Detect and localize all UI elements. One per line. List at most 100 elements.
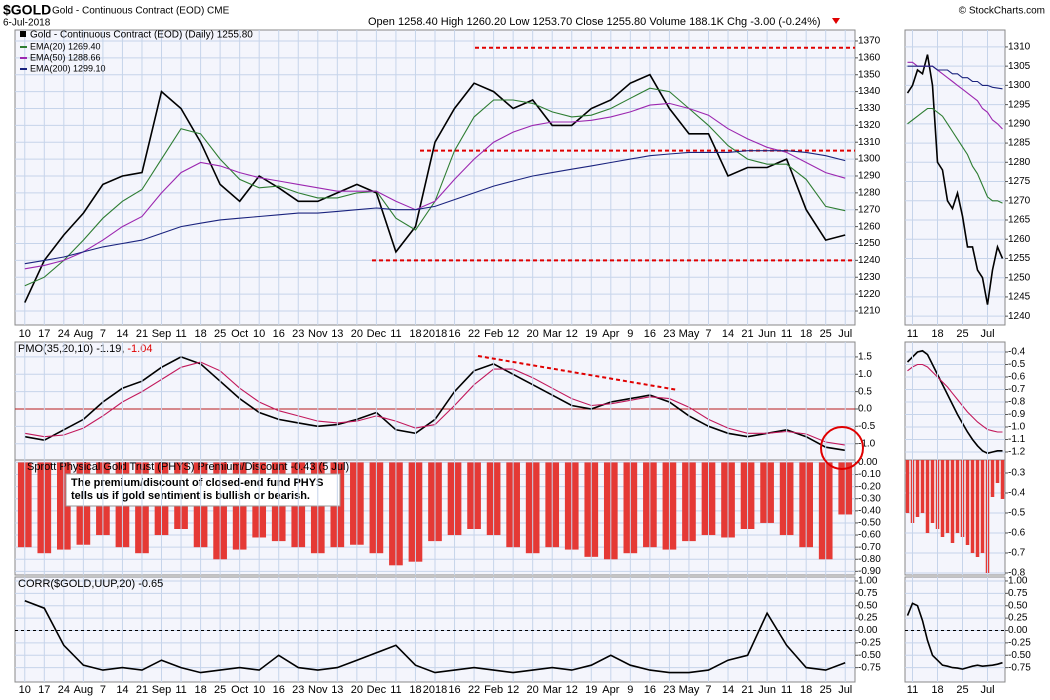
bar: [925, 460, 930, 533]
x-tick-label: 18: [194, 684, 206, 696]
y-tick-label: 0.00: [858, 457, 878, 468]
y-tick-label: -0.5: [858, 421, 876, 432]
x-tick-label: Sep: [152, 684, 172, 696]
y-tick-label: -0.80: [858, 554, 881, 565]
x-tick-label: 12: [507, 328, 519, 340]
y-tick-label: -0.30: [858, 493, 881, 504]
y-tick-label: 1250: [1008, 272, 1031, 283]
bar: [950, 460, 955, 543]
bar: [945, 460, 950, 533]
x-tick-label: Jun: [758, 328, 776, 340]
y-tick-label: -0.50: [858, 650, 881, 661]
x-tick-label: 12: [566, 684, 578, 696]
x-tick-label: 10: [253, 328, 265, 340]
x-tick-label: Oct: [231, 684, 248, 696]
y-tick-label: -0.75: [858, 662, 881, 673]
y-tick-label: -0.5: [1008, 359, 1026, 370]
plot-area: [904, 29, 1006, 326]
bar: [965, 460, 970, 545]
y-tick-label: 1340: [858, 86, 881, 97]
x-tick-label: 11: [781, 328, 792, 340]
y-tick-label: 1240: [858, 255, 881, 266]
y-tick-label: -0.25: [1008, 638, 1031, 649]
y-tick-label: 1260: [858, 221, 881, 232]
y-tick-label: -0.50: [1008, 650, 1031, 661]
series-line: [906, 349, 1003, 455]
x-tick-label: 10: [19, 328, 31, 340]
bar: [930, 460, 935, 523]
y-tick-label: -0.5: [1008, 508, 1026, 519]
x-tick-label: 17: [38, 684, 50, 696]
x-tick-label: 23: [663, 684, 675, 696]
y-tick-label: 1280: [858, 187, 881, 198]
signal-value: -1.04: [127, 343, 152, 355]
x-tick-label: Nov: [308, 684, 328, 696]
x-tick-label: 21: [741, 684, 753, 696]
bar: [955, 460, 960, 533]
series-line: [24, 102, 846, 270]
x-tick-label: 18: [800, 328, 812, 340]
x-tick-label: Jul: [838, 328, 852, 340]
y-tick-label: 1210: [858, 306, 881, 317]
x-tick-label: Mar: [543, 684, 562, 696]
x-tick-label: 25: [214, 328, 226, 340]
x-tick-label: 19: [585, 328, 597, 340]
x-tick-label: 25: [956, 328, 968, 340]
x-tick-label: 23: [663, 328, 675, 340]
series-line: [24, 73, 846, 303]
series-line: [907, 65, 1003, 90]
y-tick-label: 0.25: [1008, 613, 1028, 624]
x-tick-label: 7: [705, 328, 711, 340]
y-tick-label: 0.75: [858, 588, 878, 599]
x-tick-label: 16: [644, 328, 656, 340]
y-tick-label: -0.6: [1008, 372, 1026, 383]
x-tick-label: 24: [58, 328, 70, 340]
y-tick-label: 1.00: [858, 576, 878, 587]
y-tick-label: -0.8: [1008, 568, 1026, 579]
y-tick-label: -0.25: [858, 638, 881, 649]
x-tick-label: 16: [273, 684, 285, 696]
y-tick-label: 1290: [1008, 118, 1031, 129]
annotation-text: tells us if gold sentiment is bullish or…: [71, 490, 310, 502]
x-tick-label: 7: [100, 684, 106, 696]
x-tick-label: 12: [566, 328, 578, 340]
y-tick-label: -0.8: [1008, 397, 1026, 408]
series-line: [907, 363, 1003, 433]
y-tick-label: -0.60: [858, 530, 881, 541]
y-tick-label: 1265: [1008, 215, 1031, 226]
x-tick-label: Dec: [367, 684, 387, 696]
y-tick-label: -0.75: [1008, 662, 1031, 673]
legend-label: EMA(20) 1269.40: [30, 41, 101, 51]
y-tick-label: 0.75: [1008, 588, 1028, 599]
bar: [915, 460, 920, 517]
x-tick-label: 20: [351, 684, 363, 696]
y-tick-label: -0.4: [1008, 347, 1026, 358]
x-tick-label: Aug: [74, 684, 94, 696]
y-tick-label: 1295: [1008, 99, 1031, 110]
x-tick-label: 25: [214, 684, 226, 696]
series-line: [24, 600, 846, 674]
x-tick-label: 10: [253, 684, 265, 696]
x-tick-label: 9: [627, 328, 633, 340]
x-tick-label: 20: [351, 328, 363, 340]
series-line: [906, 602, 1003, 670]
y-tick-label: 1310: [858, 137, 881, 148]
x-tick-label: Feb: [484, 328, 503, 340]
y-tick-label: 0.00: [858, 625, 878, 636]
x-tick-label: Jul: [980, 684, 994, 696]
instrument-name: Gold - Continuous Contract (EOD) CME: [52, 6, 230, 17]
y-tick-label: -0.4: [1008, 488, 1026, 499]
bar: [980, 460, 985, 553]
y-tick-label: 1275: [1008, 176, 1031, 187]
x-tick-label: 22: [468, 328, 480, 340]
x-tick-label: 21: [741, 328, 753, 340]
y-tick-label: 1310: [1008, 42, 1031, 53]
y-tick-label: 1305: [1008, 61, 1031, 72]
series-line: [24, 150, 846, 265]
bar: [905, 460, 910, 513]
down-arrow: [832, 18, 840, 24]
x-tick-label: 12: [507, 684, 519, 696]
date: 6-Jul-2018: [3, 18, 51, 29]
x-tick-label: 11: [390, 684, 401, 696]
y-tick-label: -0.7: [1008, 384, 1026, 395]
